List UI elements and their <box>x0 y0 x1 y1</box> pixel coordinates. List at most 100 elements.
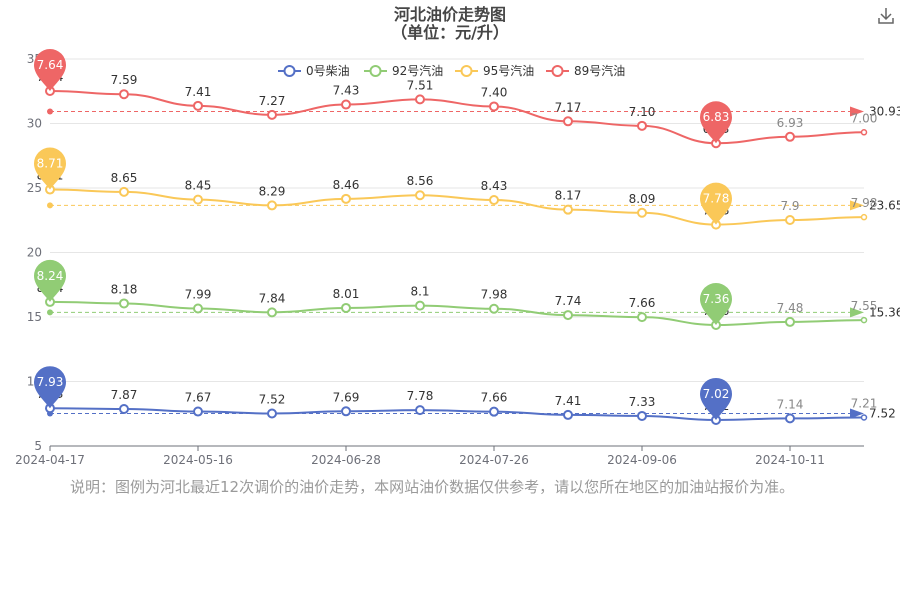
data-label: 7.10 <box>629 105 656 119</box>
chart-subtitle: （单位：元/升） <box>391 23 509 42</box>
data-point <box>563 310 573 321</box>
data-label: 7.84 <box>259 291 286 305</box>
series-line <box>49 89 865 145</box>
extreme-value-label: 8.71 <box>37 157 64 171</box>
legend-swatch-marker <box>551 65 564 77</box>
x-tick-label: 2024-07-26 <box>459 453 529 467</box>
data-label: 7.98 <box>851 196 878 210</box>
data-label: 7.43 <box>333 84 360 98</box>
average-label: 30.93 <box>869 105 900 119</box>
x-tick-label: 2024-06-28 <box>311 453 381 467</box>
data-point <box>489 101 499 112</box>
data-point <box>860 213 868 221</box>
data-label: 7.52 <box>259 392 286 406</box>
data-point <box>415 190 425 201</box>
legend-label: 89号汽油 <box>574 63 625 78</box>
data-label: 7.00 <box>851 111 878 125</box>
extreme-value-label: 6.83 <box>703 110 730 124</box>
extreme-value-label: 7.93 <box>37 375 64 389</box>
extreme-value-marker <box>34 147 66 190</box>
data-label: 8.43 <box>481 179 508 193</box>
extreme-value-marker <box>700 101 732 144</box>
data-point <box>341 99 351 110</box>
chart-title: 河北油价走势图 <box>394 5 506 24</box>
data-point <box>193 406 203 417</box>
data-label: 7.9 <box>780 199 799 213</box>
series-line <box>49 407 865 421</box>
extreme-value-label: 8.24 <box>37 269 64 283</box>
data-label: 8.1 <box>410 285 429 299</box>
data-point <box>267 200 277 211</box>
data-point <box>415 300 425 311</box>
legend-swatch-marker <box>460 65 473 77</box>
data-label: 7.78 <box>407 389 434 403</box>
data-label: 7.41 <box>185 85 212 99</box>
average-line-start <box>47 202 53 209</box>
extreme-value-marker <box>34 366 66 409</box>
x-tick-label: 2024-04-17 <box>15 453 85 467</box>
y-tick-label: 15 <box>27 310 42 324</box>
data-point <box>860 316 868 324</box>
data-label: 7.66 <box>481 391 508 405</box>
data-point <box>341 193 351 204</box>
data-point <box>267 408 277 419</box>
data-label: 7.69 <box>333 390 360 404</box>
data-label: 7.51 <box>407 78 434 92</box>
data-label: 7.87 <box>111 388 138 402</box>
series-line <box>49 300 865 326</box>
average-line-arrow <box>850 106 864 117</box>
extreme-value-marker <box>34 259 66 302</box>
extreme-value-label: 7.02 <box>703 387 730 401</box>
data-label: 8.56 <box>407 174 434 188</box>
data-point <box>637 312 647 323</box>
data-label: 8.17 <box>555 189 582 203</box>
data-point <box>267 307 277 318</box>
data-label: 8.65 <box>111 171 138 185</box>
data-point <box>785 131 795 142</box>
data-point <box>489 303 499 314</box>
data-label: 7.40 <box>481 85 508 99</box>
data-point <box>860 414 868 421</box>
average-label: 23.65 <box>869 198 900 212</box>
data-point <box>563 204 573 215</box>
data-point <box>860 129 868 136</box>
data-point <box>785 316 795 327</box>
legend-label: 0号柴油 <box>306 64 350 78</box>
data-point <box>119 298 129 309</box>
data-label: 7.48 <box>777 301 804 315</box>
download-icon[interactable] <box>878 8 894 24</box>
data-point <box>119 89 129 100</box>
data-label: 8.09 <box>629 192 656 206</box>
data-point <box>193 303 203 314</box>
average-line-arrow <box>850 408 864 419</box>
data-point <box>119 403 129 414</box>
data-label: 7.99 <box>185 287 212 301</box>
y-tick-label: 5 <box>34 439 42 453</box>
y-tick-label: 25 <box>27 181 42 195</box>
extreme-value-marker <box>700 182 732 225</box>
data-label: 8.29 <box>259 184 286 198</box>
data-point <box>637 120 647 131</box>
average-label: 15.36 <box>869 305 900 319</box>
data-point <box>637 207 647 218</box>
data-point <box>119 186 129 197</box>
legend-swatch-marker <box>369 65 382 77</box>
data-point <box>563 116 573 127</box>
data-point <box>563 409 573 420</box>
legend-swatch-marker <box>283 65 296 77</box>
x-tick-label: 2024-05-16 <box>163 453 233 467</box>
extreme-value-label: 7.36 <box>703 292 730 306</box>
data-point <box>489 406 499 417</box>
data-label: 8.01 <box>333 287 360 301</box>
data-label: 7.67 <box>185 391 212 405</box>
extreme-value-label: 7.78 <box>703 192 730 206</box>
data-point <box>341 406 351 417</box>
data-label: 7.17 <box>555 100 582 114</box>
y-tick-label: 30 <box>27 117 42 131</box>
data-label: 8.46 <box>333 178 360 192</box>
data-point <box>193 194 203 205</box>
data-label: 7.55 <box>851 299 878 313</box>
extreme-value-marker <box>700 282 732 325</box>
